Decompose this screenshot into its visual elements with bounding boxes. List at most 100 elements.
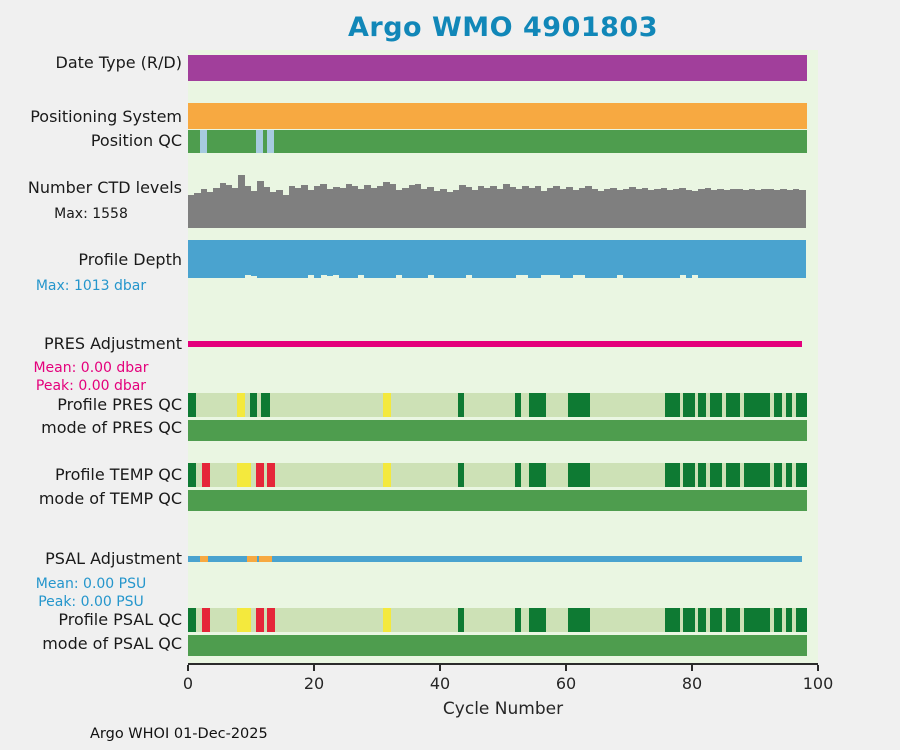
tick-label: 100 bbox=[802, 674, 834, 693]
segment bbox=[521, 240, 529, 276]
segment bbox=[704, 240, 712, 278]
segment bbox=[188, 341, 803, 347]
segment bbox=[458, 393, 464, 417]
segment bbox=[726, 393, 740, 417]
x-axis: 0 20 40 60 80 100 bbox=[183, 663, 833, 695]
segment bbox=[446, 240, 453, 278]
label-date-type: Date Type (R/D) bbox=[55, 53, 182, 72]
segment bbox=[698, 189, 705, 228]
segment bbox=[452, 240, 460, 278]
segment bbox=[540, 240, 548, 275]
segment bbox=[484, 187, 491, 228]
label-pres-peak: Peak: 0.00 dbar bbox=[35, 378, 147, 394]
segment bbox=[440, 240, 447, 278]
segment bbox=[458, 608, 464, 632]
mode-psal-qc-strip bbox=[188, 635, 818, 656]
segment bbox=[370, 240, 378, 278]
segment bbox=[219, 183, 227, 228]
segment bbox=[332, 186, 340, 228]
segment bbox=[213, 187, 220, 228]
segment bbox=[188, 635, 807, 656]
segment bbox=[206, 191, 214, 228]
segment bbox=[232, 240, 239, 278]
segment bbox=[553, 240, 561, 276]
segment bbox=[683, 463, 696, 487]
segment bbox=[584, 186, 592, 228]
segment bbox=[528, 240, 535, 278]
segment bbox=[452, 189, 460, 228]
segment bbox=[761, 188, 768, 228]
segment bbox=[723, 240, 731, 278]
segment bbox=[201, 608, 211, 632]
segment bbox=[465, 240, 472, 275]
segment bbox=[515, 240, 523, 275]
segment bbox=[314, 240, 321, 278]
segment bbox=[755, 240, 762, 278]
segment bbox=[251, 240, 258, 276]
segment bbox=[295, 240, 302, 278]
segment bbox=[610, 187, 617, 228]
segment bbox=[402, 240, 409, 278]
segment bbox=[377, 240, 384, 278]
segment bbox=[785, 463, 793, 487]
segment bbox=[503, 240, 510, 278]
segment bbox=[635, 189, 642, 228]
segment bbox=[351, 240, 359, 278]
segment bbox=[698, 608, 706, 632]
segment bbox=[729, 240, 737, 278]
segment bbox=[269, 240, 277, 278]
segment bbox=[685, 189, 693, 228]
segment bbox=[710, 240, 718, 278]
segment bbox=[723, 190, 731, 228]
date-type-strip bbox=[188, 55, 818, 81]
label-ctd-max: Max: 1558 bbox=[54, 206, 128, 222]
segment bbox=[261, 393, 270, 417]
segment bbox=[339, 187, 346, 228]
segment bbox=[641, 240, 649, 278]
segment bbox=[736, 188, 743, 228]
segment bbox=[622, 188, 630, 228]
segment bbox=[717, 240, 724, 278]
segment bbox=[698, 240, 705, 278]
segment bbox=[326, 188, 334, 228]
ctd-levels-bars bbox=[188, 175, 818, 228]
segment bbox=[666, 240, 674, 278]
label-pres-mean: Mean: 0.00 dbar bbox=[33, 360, 149, 376]
segment bbox=[664, 608, 681, 632]
segment bbox=[249, 393, 258, 417]
segment bbox=[259, 556, 272, 562]
segment bbox=[514, 463, 522, 487]
segment bbox=[515, 189, 523, 228]
tick-mark bbox=[439, 665, 441, 671]
segment bbox=[490, 240, 498, 278]
tick-label: 20 bbox=[303, 674, 325, 693]
x-axis-title: Cycle Number bbox=[442, 699, 564, 719]
segment bbox=[458, 240, 466, 278]
segment bbox=[786, 189, 794, 228]
segment bbox=[257, 181, 264, 228]
position-qc-strip bbox=[188, 130, 818, 153]
segment bbox=[792, 189, 800, 228]
segment bbox=[200, 188, 208, 228]
segment bbox=[194, 193, 201, 228]
segment bbox=[785, 393, 793, 417]
tick-label: 80 bbox=[681, 674, 703, 693]
segment bbox=[188, 130, 807, 153]
segment bbox=[664, 393, 681, 417]
footer-caption: Argo WHOI 01-Dec-2025 bbox=[90, 726, 268, 742]
segment bbox=[326, 240, 334, 276]
segment bbox=[351, 186, 359, 228]
segment bbox=[698, 393, 706, 417]
segment bbox=[244, 240, 252, 275]
segment bbox=[440, 188, 447, 228]
segment bbox=[710, 189, 718, 228]
segment bbox=[566, 186, 573, 228]
segment bbox=[795, 463, 807, 487]
mode-pres-qc-strip bbox=[188, 420, 818, 441]
segment bbox=[307, 190, 315, 228]
segment bbox=[433, 190, 441, 228]
segment bbox=[402, 187, 409, 228]
label-ctd-levels: Number CTD levels bbox=[27, 178, 182, 197]
segment bbox=[559, 188, 567, 228]
plot-area bbox=[188, 50, 818, 663]
